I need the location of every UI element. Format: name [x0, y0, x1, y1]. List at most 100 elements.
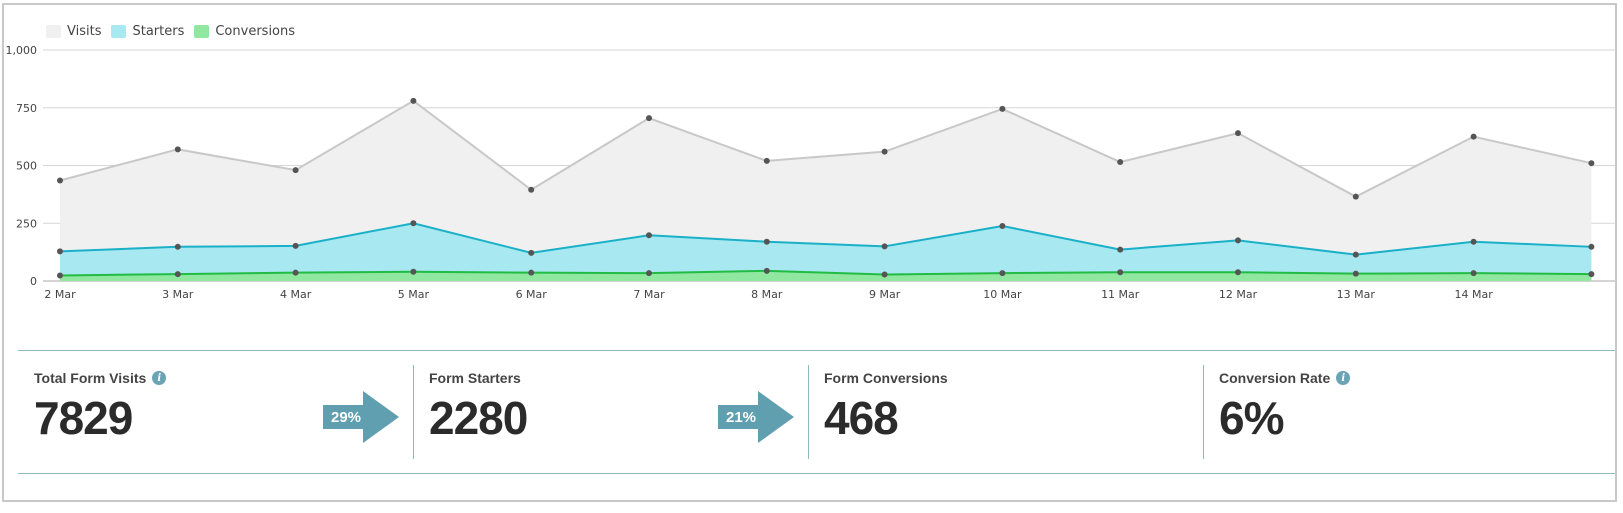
stat-value: 7829	[34, 392, 133, 444]
area-conversions	[60, 270, 1592, 281]
point-visits	[1352, 193, 1359, 200]
area-starters	[60, 223, 1592, 281]
point-conversions	[646, 270, 652, 277]
chart-legend: Visits Starters Conversions	[46, 24, 295, 39]
legend-label: Visits	[67, 24, 102, 39]
point-starters	[1117, 246, 1124, 253]
y-tick-label: 500	[16, 160, 37, 173]
stat-total-form-visits: Total Form Visits i 7829 29%	[18, 351, 413, 473]
arrow-icon: 21%	[718, 391, 794, 443]
stat-label: Form Starters	[429, 370, 521, 386]
point-starters	[763, 238, 770, 245]
y-tick-label: 1,000	[6, 44, 38, 57]
chart-panel: Visits Starters Conversions 0 250 500 750 1,00…	[2, 3, 1617, 502]
point-starters	[646, 232, 652, 239]
stat-label-text: Total Form Visits	[34, 370, 147, 386]
x-tick-label: 5 Mar	[398, 288, 430, 301]
info-icon[interactable]: i	[1336, 371, 1351, 385]
legend-item-conversions[interactable]: Conversions	[194, 24, 295, 39]
divider	[1203, 365, 1204, 459]
stat-label: Form Conversions	[824, 370, 948, 386]
stat-value: 468	[824, 392, 899, 444]
legend-item-visits[interactable]: Visits	[46, 24, 101, 39]
stat-value: 6%	[1219, 392, 1284, 444]
point-visits	[292, 167, 299, 174]
legend-label: Starters	[132, 24, 185, 39]
area-chart: 0 250 500 750 1,000 2 Mar 3 Mar 4 Mar 5 Mar 6 Mar…	[6, 44, 1615, 301]
point-conversions	[1470, 270, 1477, 277]
legend-swatch	[194, 25, 210, 38]
stat-form-starters: Form Starters 2280 21%	[414, 351, 808, 473]
x-tick-label: 11 Mar	[1101, 288, 1140, 301]
point-visits	[1470, 133, 1477, 140]
x-tick-label: 12 Mar	[1219, 288, 1258, 301]
point-conversions	[174, 271, 181, 278]
point-conversions	[1352, 270, 1359, 277]
point-conversions	[528, 269, 535, 276]
point-visits	[410, 97, 417, 104]
point-starters	[1470, 238, 1477, 245]
divider	[413, 365, 414, 459]
point-conversions	[57, 272, 63, 279]
stat-conversion-rate: Conversion Rate i 6%	[1204, 351, 1604, 473]
x-tick-label: 14 Mar	[1454, 288, 1493, 301]
y-tick-label: 0	[30, 275, 37, 288]
legend-item-starters[interactable]: Starters	[111, 24, 184, 39]
x-tick-label: 13 Mar	[1337, 288, 1376, 301]
divider	[808, 365, 809, 459]
point-starters	[410, 220, 417, 227]
point-visits	[174, 146, 181, 153]
x-tick-label: 6 Mar	[516, 288, 548, 301]
point-visits	[763, 157, 770, 164]
point-visits	[1235, 130, 1241, 137]
point-starters	[174, 243, 181, 250]
point-conversions	[292, 269, 299, 276]
line-conversions	[59, 269, 1592, 277]
x-tick-label: 10 Mar	[983, 288, 1022, 301]
point-visits	[646, 115, 652, 122]
stat-value: 2280	[429, 392, 528, 444]
y-tick-label: 750	[16, 102, 37, 115]
arrow-percent: 21%	[725, 408, 757, 426]
point-starters	[57, 248, 63, 255]
x-tick-label: 3 Mar	[162, 288, 194, 301]
stats-row: Total Form Visits i 7829 29% Form Starte…	[18, 350, 1615, 474]
stat-label: Total Form Visits i	[34, 370, 167, 386]
stat-label-text: Conversion Rate	[1219, 370, 1331, 386]
point-conversions	[1235, 269, 1241, 276]
point-visits	[1117, 159, 1124, 166]
point-conversions	[1117, 269, 1124, 276]
point-visits	[528, 186, 535, 193]
point-starters	[999, 223, 1006, 230]
x-tick-label: 9 Mar	[869, 288, 901, 301]
stat-label-text: Form Conversions	[824, 370, 948, 386]
point-visits	[999, 105, 1006, 112]
stat-label: Conversion Rate i	[1219, 370, 1351, 386]
point-starters	[528, 249, 535, 256]
line-visits	[59, 99, 1592, 198]
x-tick-label: 4 Mar	[280, 288, 312, 301]
legend-swatch	[46, 25, 61, 38]
point-visits	[1588, 160, 1595, 167]
x-tick-label: 8 Mar	[751, 288, 783, 301]
point-conversions	[763, 267, 770, 274]
point-conversions	[410, 268, 417, 275]
stat-form-conversions: Form Conversions 468	[809, 351, 1203, 473]
legend-label: Conversions	[215, 24, 296, 39]
point-conversions	[881, 271, 888, 278]
y-tick-label: 250	[16, 217, 37, 230]
point-starters	[881, 243, 888, 250]
point-conversions	[999, 270, 1006, 277]
stat-label-text: Form Starters	[429, 370, 521, 386]
point-starters	[1352, 251, 1359, 258]
info-icon[interactable]: i	[152, 371, 167, 385]
point-starters	[292, 242, 299, 249]
point-starters	[1588, 243, 1595, 250]
legend-swatch	[111, 25, 127, 38]
x-tick-label: 7 Mar	[633, 288, 665, 301]
point-conversions	[1588, 271, 1595, 278]
point-visits	[57, 177, 63, 184]
line-starters	[59, 222, 1592, 256]
arrow-icon: 29%	[323, 391, 399, 443]
point-visits	[881, 148, 888, 155]
